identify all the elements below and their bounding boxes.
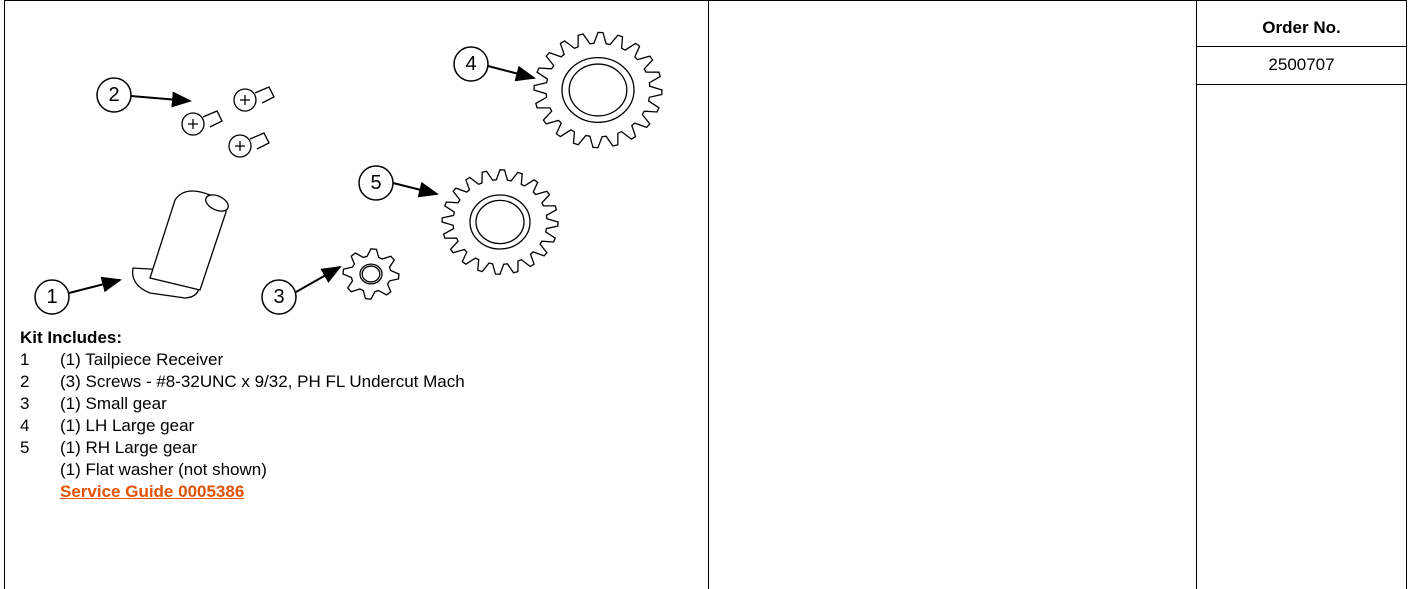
callout-number: 5 xyxy=(370,172,381,194)
row-divider xyxy=(1196,46,1407,47)
item-number: 4 xyxy=(20,416,30,435)
screws xyxy=(181,86,275,158)
gears xyxy=(342,31,663,300)
leader-arrows xyxy=(68,65,536,294)
item-description: (1) LH Large gear xyxy=(60,416,195,435)
item-number: 2 xyxy=(20,372,30,391)
item-description: (1) RH Large gear xyxy=(60,438,198,457)
order-number: 2500707 xyxy=(1268,55,1335,74)
border-left xyxy=(4,0,5,589)
callout-circle xyxy=(453,46,489,82)
callout-number: 3 xyxy=(273,286,284,308)
callout-number: 4 xyxy=(465,53,476,75)
callout-circle xyxy=(261,279,297,315)
column-divider xyxy=(1196,0,1197,589)
item-number: 5 xyxy=(20,438,30,457)
service-guide-link[interactable]: Service Guide 0005386 xyxy=(60,482,245,501)
callout-circle xyxy=(34,279,70,315)
item-number: 1 xyxy=(20,350,30,369)
illustration: 1 2 3 4 5 xyxy=(34,31,663,315)
gear-part xyxy=(361,265,381,283)
item-description: (1) Small gear xyxy=(60,394,167,413)
callout-number: 1 xyxy=(46,286,57,308)
gear-part xyxy=(475,199,525,245)
callout-number: 2 xyxy=(108,84,119,106)
tailpiece-receiver xyxy=(131,190,229,299)
item-description: (1) Flat washer (not shown) xyxy=(60,460,267,479)
border-right xyxy=(1406,0,1407,589)
item-description: (1) Tailpiece Receiver xyxy=(60,350,224,369)
item-description: (3) Screws - #8-32UNC x 9/32, PH FL Unde… xyxy=(60,372,465,391)
kit-heading: Kit Includes: xyxy=(20,328,123,347)
item-number: 3 xyxy=(20,394,30,413)
column-divider xyxy=(708,0,709,589)
callout-circle xyxy=(96,77,132,113)
border-top xyxy=(4,0,1407,1)
order-header: Order No. xyxy=(1262,18,1341,37)
row-divider xyxy=(1196,84,1407,85)
gear-part xyxy=(568,63,628,117)
